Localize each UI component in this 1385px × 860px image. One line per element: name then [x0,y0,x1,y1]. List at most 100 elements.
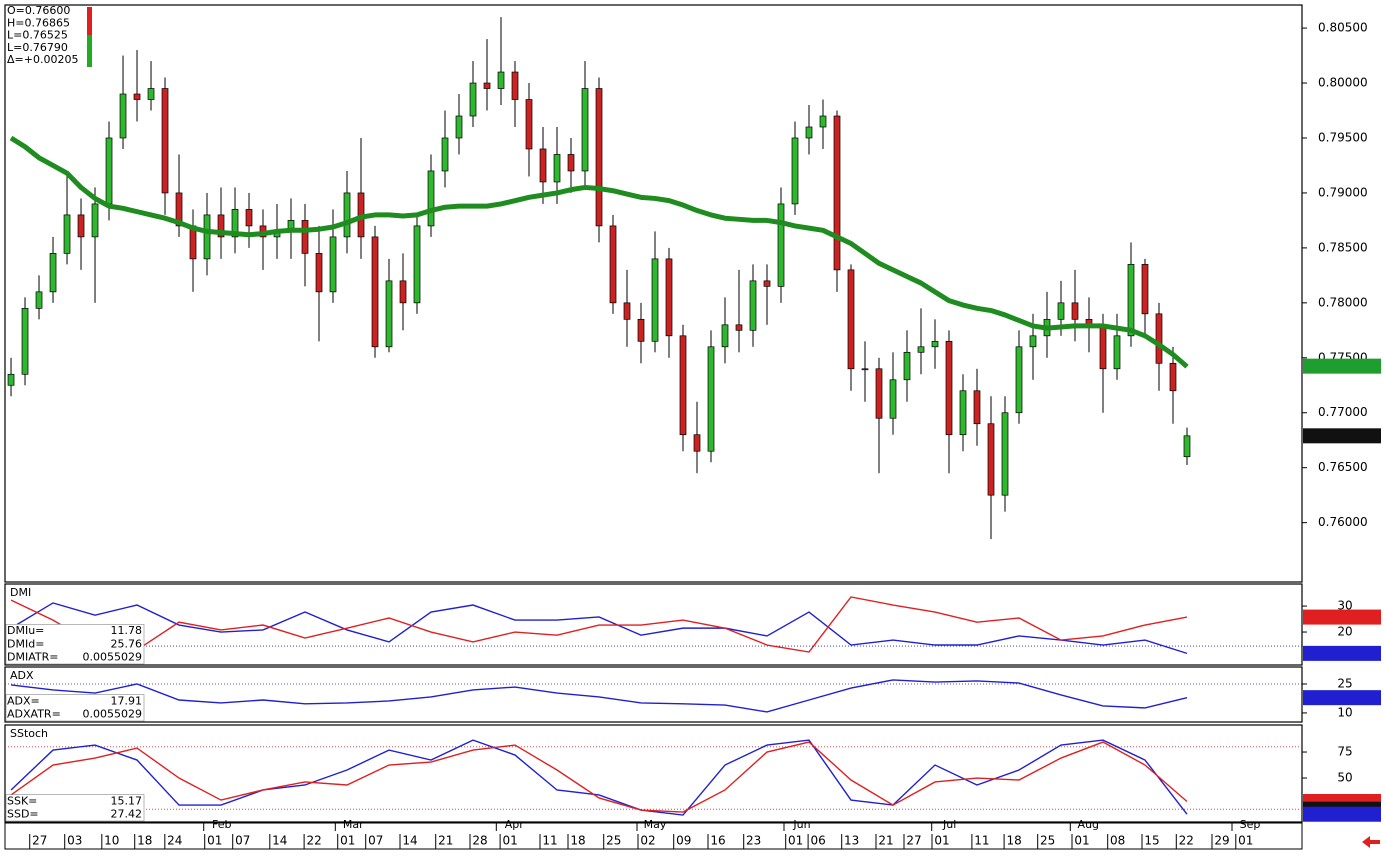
readout-label: SSK= [7,794,37,807]
candle-body [651,258,659,342]
candle-body [21,307,29,375]
readout-label: DMIu= [7,624,44,637]
candle-body [35,291,43,309]
info-line: O=0.76600 [7,4,70,17]
scroll-arrow[interactable] [1362,836,1380,848]
y-tick-label: 0.76000 [1318,515,1368,529]
info-box: O=0.76600H=0.76865L=0.76525L=0.76790Δ=+0… [6,4,92,68]
info-line: H=0.76865 [7,16,70,29]
y-tick-label: 25 [1337,676,1352,690]
info-line: L=0.76790 [7,41,68,54]
x-tick-label: 27 [32,834,47,848]
candle-body [889,379,897,419]
readout-label: DMId= [7,637,44,650]
readout-value: 15.17 [111,794,143,807]
x-tick-label: 01 [1238,834,1253,848]
value-box [1303,428,1381,444]
candle-body [7,373,15,386]
candle-body [1169,362,1177,392]
x-tick-label: 16 [710,834,725,848]
readout-value: 11.78 [111,624,143,637]
candle-body [637,318,645,342]
y-tick-label: 0.80500 [1318,21,1368,35]
candle-body [77,214,85,238]
candle-body [763,280,771,287]
month-label: Feb [212,818,231,831]
candle-body [161,88,169,194]
info-bg [6,6,92,68]
candle-body [777,203,785,287]
indicator-line [10,739,1188,816]
y-tick-label: 0.78500 [1318,240,1368,254]
candle-body [875,368,883,419]
candle-body [539,148,547,183]
candle-body [791,137,799,205]
candle-body [399,280,407,304]
candle-body [455,115,463,139]
y-tick-label: 0.80000 [1318,76,1368,90]
x-tick-label: 07 [235,834,250,848]
y-tick-label: 0.78000 [1318,295,1368,309]
candle-body [609,225,617,304]
x-tick-label: 13 [844,834,859,848]
candle-body [1141,264,1149,315]
candle-body [693,434,701,452]
candle-body [105,137,113,205]
x-tick-label: 22 [1179,834,1194,848]
x-tick-label: 22 [306,834,321,848]
indicator-line [10,602,1188,655]
candle-body [1001,412,1009,496]
month-label: Jun [792,818,810,831]
candle-body [847,269,855,370]
candle-body [441,137,449,172]
readout-value: 27.42 [111,808,143,821]
candle-body [49,253,57,293]
candle-body [595,88,603,227]
month-label: Mar [343,818,364,831]
x-tick-label: 11 [974,834,989,848]
value-box [1303,645,1381,661]
x-tick-label: 14 [272,834,287,848]
candle-body [679,335,687,436]
candle-body [623,302,631,320]
candle-body [861,368,869,371]
readout-bg [5,694,145,722]
candle-body [343,192,351,238]
candle-body [1015,346,1023,414]
candle-body [567,154,575,172]
x-tick-label: 18 [137,834,152,848]
x-tick-label: 01 [340,834,355,848]
x-tick-label: 23 [746,834,761,848]
info-bar-red [87,7,92,35]
readout-value: 0.0055029 [83,651,143,664]
candle-body [819,115,827,128]
y-tick-label: 30 [1337,599,1352,613]
candle-body [371,236,379,348]
candle-body [217,214,225,238]
candle-body [497,71,505,89]
value-box [1303,806,1381,822]
x-tick-label: 07 [368,834,383,848]
x-tick-label: 25 [606,834,621,848]
x-tick-label: 25 [1040,834,1055,848]
readout-bg [5,794,145,822]
x-tick-label: 27 [906,834,921,848]
candle-body [133,93,141,100]
readout-value: 25.76 [111,637,143,650]
month-label: Jul [942,818,956,831]
candle-body [721,324,729,348]
x-tick-label: 10 [104,834,119,848]
indicator-line [10,596,1188,653]
candle-body [245,209,253,227]
info-line: Δ=+0.00205 [7,53,78,66]
month-label: Apr [505,818,525,831]
candle-body [749,280,757,331]
y-tick-label: 50 [1337,771,1352,785]
readout-bg [5,624,145,665]
candle-body [413,225,421,304]
x-tick-label: 14 [402,834,417,848]
x-tick-label: 01 [207,834,222,848]
candle-body [987,423,995,496]
candle-body [581,88,589,172]
